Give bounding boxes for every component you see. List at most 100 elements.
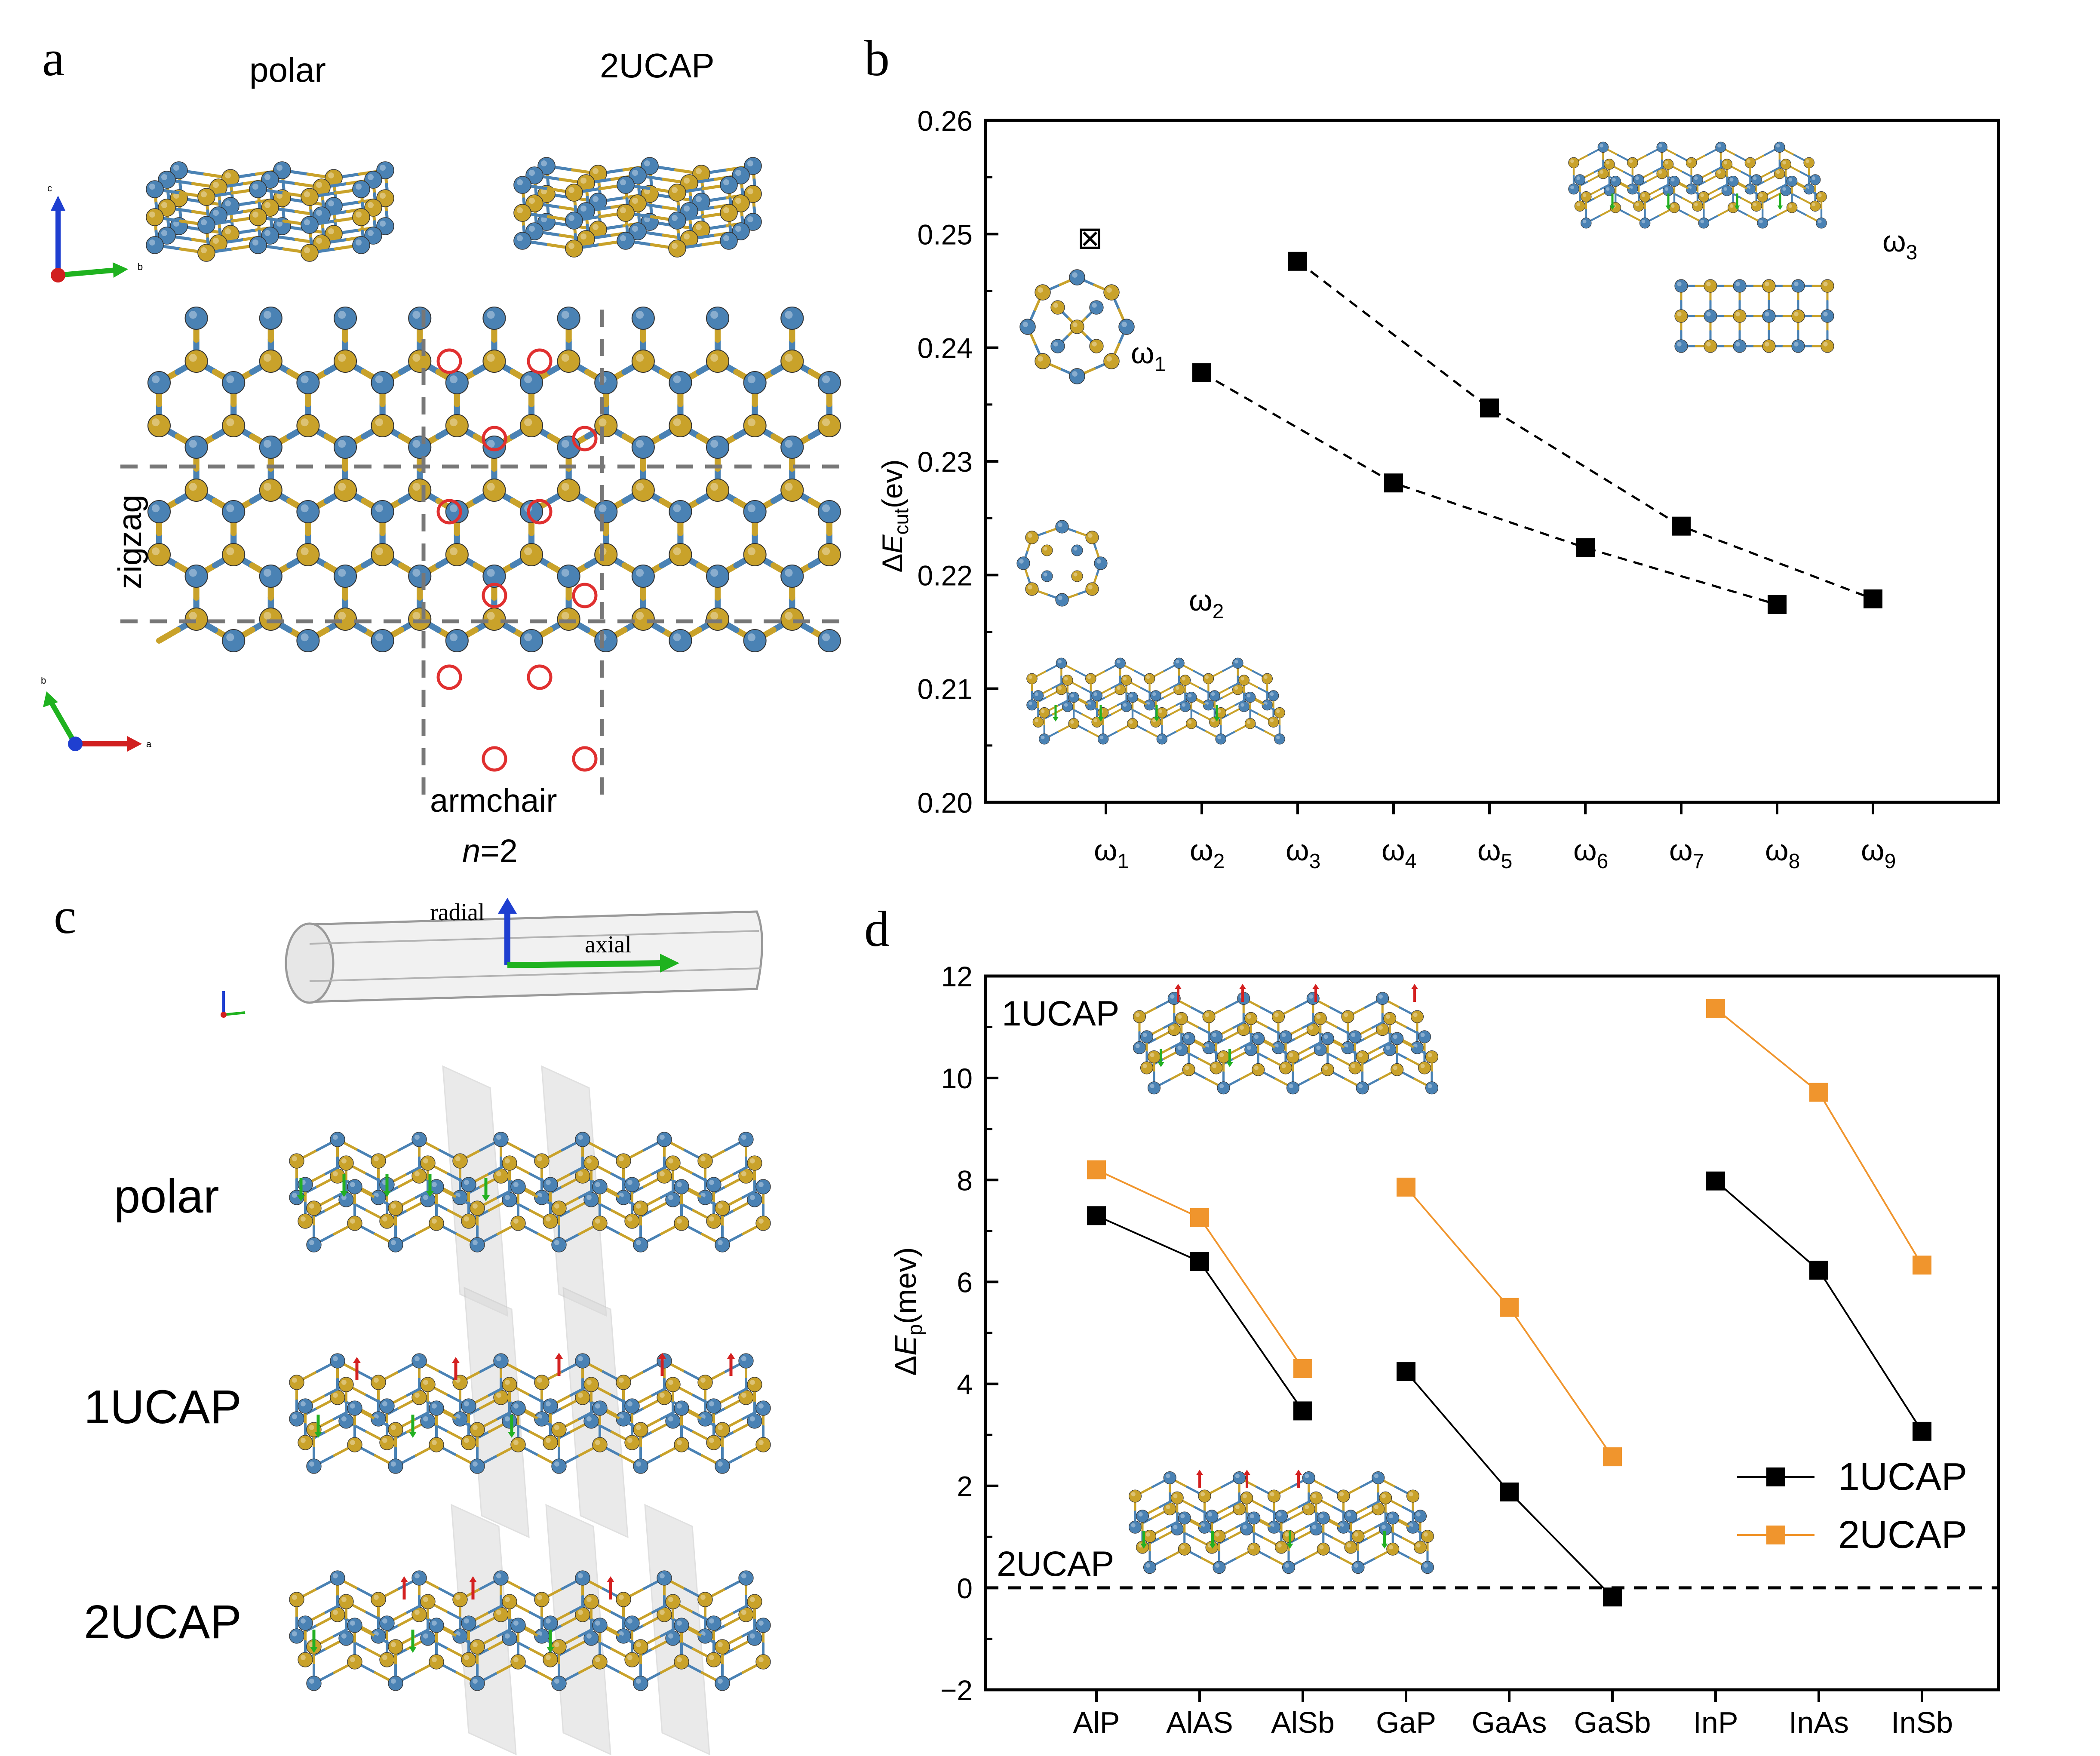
wire-atom: [755, 1400, 771, 1416]
wire-atom: [624, 1615, 640, 1631]
wire-atom: [1391, 1032, 1404, 1045]
n-value: =2: [480, 833, 518, 869]
xtick-label-d: InP: [1693, 1706, 1738, 1739]
atom: [261, 171, 279, 189]
wire-atom: [1383, 1012, 1397, 1025]
cross-section-atom: [1704, 339, 1717, 353]
lattice-atom: [557, 478, 580, 502]
lattice-atom: [408, 564, 432, 588]
data-point-2UCAP: [1913, 1256, 1931, 1275]
label-armchair: armchair: [430, 783, 557, 819]
data-point-b: [1768, 595, 1787, 614]
wire-atom: [1413, 1541, 1427, 1554]
highlight-ring: [482, 583, 507, 608]
data-point-2UCAP: [1809, 1083, 1828, 1102]
wire-atom: [502, 1594, 517, 1609]
xtick-label-d: GaSb: [1574, 1706, 1651, 1739]
data-point-b: [1192, 363, 1211, 382]
chart-d-ytick-labels: −2 0 2 4 6 8 10 12: [940, 961, 973, 1706]
wire-atom: [592, 1437, 608, 1452]
lattice-atom: [371, 543, 394, 567]
wire-atom: [1286, 1081, 1300, 1095]
wire-atom: [493, 1353, 509, 1369]
lattice-atom: [333, 349, 357, 373]
wire-atom: [1816, 218, 1827, 229]
wire-atom: [543, 1615, 558, 1631]
lattice-atom: [519, 414, 543, 438]
lattice-atom: [482, 435, 506, 459]
cross-section-atom: [1733, 339, 1747, 353]
wire-atom: [616, 1153, 631, 1169]
wire-atom: [1210, 1030, 1223, 1044]
wire-atom: [429, 1437, 444, 1452]
wire-atom: [379, 1652, 395, 1667]
wire-atom: [1418, 1030, 1431, 1044]
wire-atom: [1247, 1511, 1261, 1525]
highlight-ring: [436, 348, 462, 374]
wire-atom: [534, 1153, 550, 1169]
wire-atom: [1274, 1510, 1288, 1523]
wire-atom: [1202, 1010, 1216, 1023]
wire-atom: [1686, 157, 1697, 169]
wire-atom: [657, 1132, 672, 1147]
lattice-atom: [594, 500, 618, 524]
wire-atom: [388, 1422, 403, 1437]
highlighted-atoms: [436, 348, 598, 772]
wire-atom: [715, 1422, 730, 1437]
wire-atom: [470, 1676, 485, 1691]
chart-d-points: [1087, 999, 1931, 1607]
lattice-atom: [743, 543, 767, 567]
xtick-label-d: GaAs: [1471, 1706, 1547, 1739]
wire-atom: [289, 1628, 304, 1644]
wire-atom: [298, 1435, 313, 1450]
legend-marker-2ucap: [1766, 1526, 1785, 1544]
wire-atom: [1244, 718, 1256, 729]
atom: [513, 232, 531, 250]
wire-atom: [697, 1592, 713, 1607]
wire-atom: [1136, 1541, 1149, 1554]
cross-section-atom: [1103, 353, 1120, 369]
wire-atom: [1356, 1050, 1369, 1064]
omega3-wire: [1568, 141, 1827, 229]
wire-atom: [1597, 141, 1609, 153]
wire-atom: [371, 1592, 386, 1607]
wire-atom: [1317, 1542, 1330, 1556]
axis-c-label: c: [47, 183, 52, 193]
wire-atom: [674, 1618, 689, 1633]
lattice-atom: [706, 478, 730, 502]
wire-atom: [298, 1615, 313, 1631]
wire-atom: [1209, 690, 1220, 701]
wire-atom: [1274, 734, 1285, 745]
lattice-atom: [482, 306, 506, 330]
wire-atom: [1143, 1561, 1157, 1574]
atom: [301, 216, 319, 234]
data-point-1UCAP: [1190, 1252, 1209, 1271]
ytick-label-d: 6: [957, 1266, 973, 1298]
wire-atom: [1780, 159, 1791, 170]
wire-atom: [1379, 1491, 1392, 1504]
wire-atom: [1182, 1032, 1195, 1045]
ytick-label-d: 10: [941, 1062, 973, 1094]
wire-atom: [1568, 183, 1579, 195]
cross-section-atom: [1103, 284, 1120, 301]
wire-atom: [755, 1179, 771, 1194]
wire-atom: [715, 1639, 730, 1655]
wire-atom: [616, 1592, 631, 1607]
wire-atom: [674, 1179, 689, 1194]
atom: [364, 171, 382, 189]
lattice-atom: [408, 349, 432, 373]
atom: [158, 171, 176, 189]
atom: [565, 239, 583, 258]
wire-atom: [1056, 657, 1067, 669]
data-point-1UCAP: [1293, 1401, 1312, 1421]
inset-2ucap-structure: [1128, 1470, 1434, 1574]
wire-atom: [461, 1213, 476, 1229]
ylabel-d-post: (mev): [889, 1247, 922, 1324]
ucap2-structure-3d: [513, 157, 762, 258]
wire-atom: [697, 1153, 713, 1169]
lattice-atom: [222, 414, 246, 438]
wire-atom: [1809, 200, 1821, 212]
wire-atom: [461, 1435, 476, 1450]
axis-b-label: b: [138, 261, 143, 272]
